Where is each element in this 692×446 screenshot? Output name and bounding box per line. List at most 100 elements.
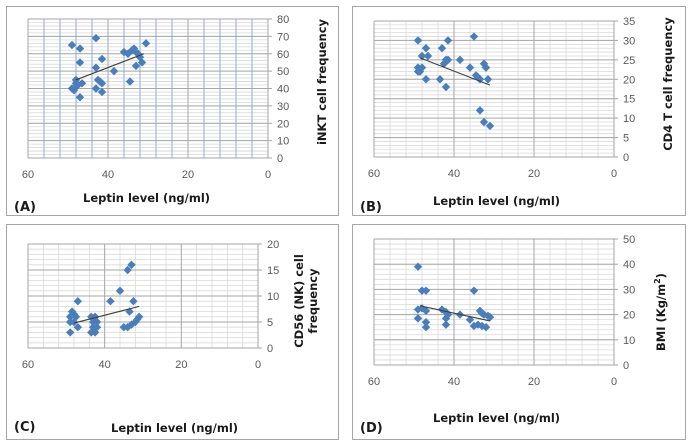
chart-b-data-point xyxy=(437,44,447,53)
chart-c-x-tick-label: 40 xyxy=(99,359,111,371)
chart-c-data-point xyxy=(65,328,75,337)
chart-b-x-tick-label: 20 xyxy=(528,168,540,180)
chart-a-data-point xyxy=(97,54,107,64)
chart-d-y-tick-label: 40 xyxy=(623,259,635,271)
chart-a-svg: 0 10 20 30 40 50 60 70 80 60 40 20 0 xyxy=(22,14,289,181)
chart-a-data-point xyxy=(91,84,101,93)
chart-c-data-point xyxy=(134,312,144,321)
chart-a-data-point xyxy=(97,79,107,88)
chart-b-data-point xyxy=(423,51,433,61)
chart-d-data-point xyxy=(417,304,427,313)
chart-a-data-point xyxy=(75,58,85,67)
chart-b-data-point xyxy=(435,75,445,84)
chart-d-panel-letter: (D) xyxy=(360,421,383,436)
chart-b-data-point xyxy=(469,32,479,41)
chart-a-y-tick-label: 30 xyxy=(277,101,289,113)
chart-c-y-tick-label: 10 xyxy=(267,291,279,303)
chart-b-data-point xyxy=(417,51,427,61)
chart-c-data-point xyxy=(92,317,102,327)
chart-a-y-tick-label: 80 xyxy=(277,14,289,26)
chart-a-x-tick-label: 20 xyxy=(182,169,194,181)
chart-b-data-point xyxy=(475,106,485,115)
chart-a-data-point xyxy=(69,86,79,95)
chart-a-x-tick-label: 40 xyxy=(102,169,114,181)
chart-a-y-tick-label: 70 xyxy=(277,31,289,43)
chart-d-data-point xyxy=(469,286,479,295)
chart-c-data-point xyxy=(69,317,79,327)
chart-a-trendline xyxy=(75,53,145,81)
chart-a-data-point xyxy=(137,58,147,67)
chart-b-data-point xyxy=(439,59,449,68)
chart-b-y-tick-label: 20 xyxy=(623,74,635,86)
chart-d-x-tick-label: 20 xyxy=(528,376,540,388)
chart-b-svg: 0 5 10 15 20 25 30 35 60 40 20 0 xyxy=(368,16,635,180)
chart-c-data-point xyxy=(125,307,134,316)
chart-c-data-point xyxy=(115,286,125,295)
chart-b-data-point xyxy=(413,67,423,76)
chart-a-data-point xyxy=(125,77,135,86)
chart-d-data-point xyxy=(421,323,431,332)
panel-b: 0 5 10 15 20 25 30 35 60 40 20 0 CD4 T cell frequen… xyxy=(352,6,686,216)
chart-a-data-point xyxy=(135,53,145,62)
chart-d-y-axis-label-sup: 2 xyxy=(653,278,662,284)
chart-c-data-point xyxy=(127,320,136,329)
chart-b-data-point xyxy=(421,75,431,84)
chart-d-y-axis-label: BMI (Kg/m2) xyxy=(651,257,668,367)
chart-d-trendline xyxy=(419,305,491,322)
chart-b-data-point xyxy=(417,63,427,72)
chart-d-y-axis-label-end: ) xyxy=(653,273,668,279)
chart-a-data-point xyxy=(141,39,151,48)
chart-a-y-tick-label: 20 xyxy=(277,118,289,130)
chart-a-data-point xyxy=(97,87,107,97)
chart-b-trendline xyxy=(419,57,491,86)
chart-a-x-tick-label: 60 xyxy=(22,169,34,181)
chart-d-y-tick-label: 20 xyxy=(623,310,635,322)
chart-b-panel-letter: (B) xyxy=(360,200,382,215)
chart-a-data-point xyxy=(109,66,119,76)
chart-c-x-tick-label: 60 xyxy=(22,359,34,371)
chart-c-x-tick-label: 0 xyxy=(255,359,261,371)
chart-c-panel-letter: (C) xyxy=(14,420,36,435)
chart-d-data-point xyxy=(413,262,423,271)
chart-c-y-tick-label: 15 xyxy=(267,265,279,277)
chart-b-x-axis-label: Leptin level (ng/ml) xyxy=(433,194,561,208)
chart-b-data-point xyxy=(479,59,489,68)
chart-c-y-axis-label: CD56 (NK) cell frequency xyxy=(292,226,324,376)
chart-a-data-point xyxy=(133,49,143,58)
chart-a-y-tick-label: 10 xyxy=(277,136,289,148)
chart-d-data-point xyxy=(437,305,447,314)
chart-c-points xyxy=(65,260,144,337)
chart-d-y-tick-label: 10 xyxy=(623,335,635,347)
chart-b-x-tick-label: 60 xyxy=(368,168,380,180)
chart-b-data-point xyxy=(479,117,489,127)
chart-b-data-point xyxy=(421,44,431,53)
chart-d-major-gridlines xyxy=(373,238,615,366)
chart-a-data-point xyxy=(119,47,129,57)
chart-d-y-tick-label: 50 xyxy=(623,234,635,246)
chart-c-x-tick-label: 20 xyxy=(175,359,187,371)
chart-b-x-tick-label: 0 xyxy=(611,168,617,180)
chart-b-major-gridlines xyxy=(373,20,615,158)
chart-c-data-point xyxy=(131,317,140,327)
chart-a-y-tick-label: 0 xyxy=(277,153,283,165)
chart-d-y-axis-label-main: BMI (Kg/m xyxy=(653,283,668,351)
chart-b-data-point xyxy=(483,75,493,84)
chart-a-data-point xyxy=(67,40,77,50)
chart-a-x-tick-label: 0 xyxy=(265,169,271,181)
chart-c-major-gridlines xyxy=(27,243,259,349)
chart-d-data-point xyxy=(485,312,495,322)
chart-a-y-axis-label: iNKT cell frequency xyxy=(315,18,329,146)
chart-a-major-gridlines xyxy=(27,18,269,159)
chart-d-minor-gridlines xyxy=(374,238,614,366)
chart-d-x-tick-label: 0 xyxy=(611,376,617,388)
chart-b-y-tick-label: 0 xyxy=(623,152,629,164)
chart-b-data-point xyxy=(475,75,485,84)
chart-d-data-point xyxy=(413,314,423,323)
chart-d-y-tick-label: 30 xyxy=(623,284,635,296)
chart-b-data-point xyxy=(413,36,423,45)
chart-c-x-axis-label: Leptin level (ng/ml) xyxy=(111,421,239,435)
chart-d-data-point xyxy=(441,314,451,323)
chart-c-data-point xyxy=(123,323,132,332)
chart-b-y-tick-label: 5 xyxy=(623,133,629,145)
panel-c: 0 5 10 15 20 60 40 20 0 CD56 (NK) cell frequency… xyxy=(6,224,339,440)
